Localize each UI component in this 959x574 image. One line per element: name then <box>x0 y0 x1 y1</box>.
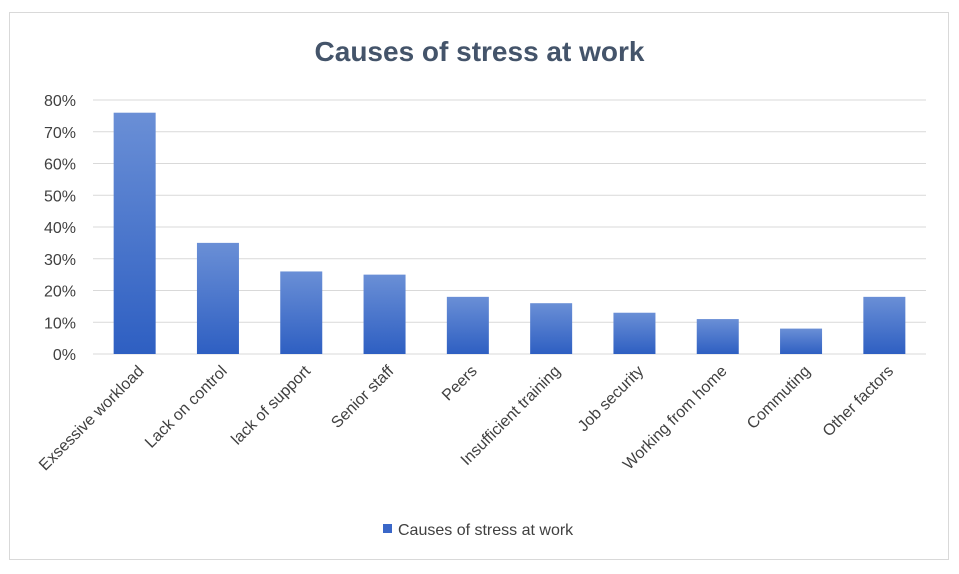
y-axis-tick-labels: 0% 10% 20% 30% 40% 50% 60% 70% 80% <box>44 93 76 364</box>
bars <box>113 112 906 354</box>
bar <box>363 274 406 354</box>
y-tick-label: 70% <box>44 125 76 142</box>
bar <box>780 328 823 354</box>
y-tick-label: 80% <box>44 93 76 110</box>
x-tick-label: Senior staff <box>328 362 397 431</box>
bar <box>113 112 156 354</box>
y-tick-label: 40% <box>44 220 76 237</box>
legend: Causes of stress at work <box>383 522 574 539</box>
x-tick-label: Job security <box>575 363 647 435</box>
x-tick-label: Peers <box>439 363 481 405</box>
bar <box>196 242 239 354</box>
y-tick-label: 30% <box>44 252 76 269</box>
legend-swatch <box>383 524 392 533</box>
y-tick-label: 10% <box>44 315 76 332</box>
x-tick-label: Other factors <box>820 363 897 440</box>
x-tick-label: Lack on control <box>142 363 231 452</box>
chart-frame <box>9 12 949 560</box>
bar <box>530 303 573 354</box>
y-tick-label: 60% <box>44 157 76 174</box>
x-tick-label: Exsessive workload <box>36 363 147 474</box>
bar <box>863 296 906 354</box>
bar <box>280 271 323 354</box>
y-tick-label: 50% <box>44 188 76 205</box>
y-tick-label: 20% <box>44 284 76 301</box>
bar <box>613 312 656 354</box>
bar <box>446 296 489 354</box>
chart-title: Causes of stress at work <box>314 36 645 67</box>
bar <box>696 319 739 354</box>
x-tick-label: lack of support <box>228 362 314 448</box>
y-tick-label: 0% <box>53 347 76 364</box>
x-tick-label: Commuting <box>744 363 814 433</box>
legend-label: Causes of stress at work <box>398 522 574 539</box>
